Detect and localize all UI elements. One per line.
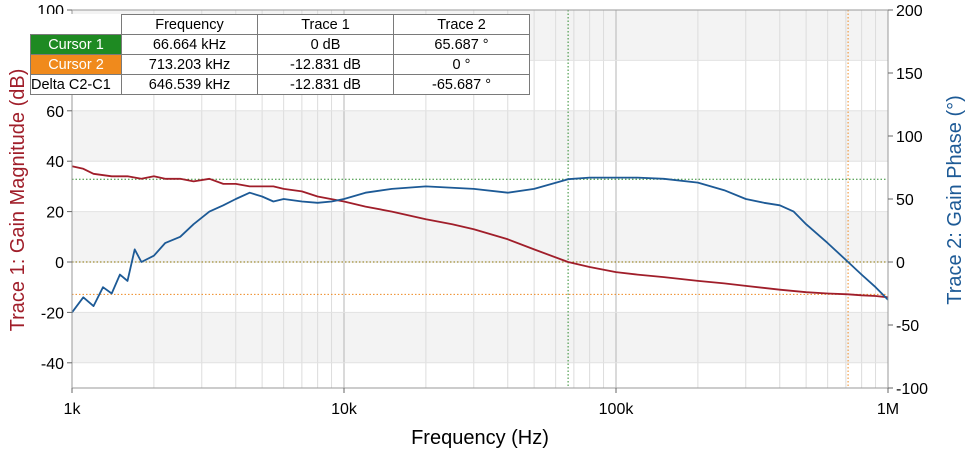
left-tick-label: -20 (41, 305, 64, 322)
left-tick-label: 0 (55, 255, 64, 272)
left-axis-title: Trace 1: Gain Magnitude (dB) (7, 69, 29, 332)
cursor-table-row: Cursor 2 713.203 kHz -12.831 dB 0 ° (30, 54, 530, 75)
cursor-reference-lines (72, 10, 888, 388)
x-tick-label: 100k (599, 401, 635, 418)
x-axis-ticks: 1k 10k 100k 1M (64, 388, 899, 418)
cursor-1-trace1: 0 dB (257, 34, 394, 55)
background-band (72, 211, 888, 262)
minor-grid (153, 10, 877, 388)
cursor-1-label[interactable]: Cursor 1 (30, 34, 122, 55)
col-header-trace1: Trace 1 (257, 14, 394, 35)
cursor-2-trace2: 0 ° (393, 54, 530, 75)
cursor-table-row: Cursor 1 66.664 kHz 0 dB 65.687 ° (30, 34, 530, 55)
col-header-frequency: Frequency (121, 14, 258, 35)
x-tick-label: 1k (64, 401, 82, 418)
trace1-gain-line (71, 165, 889, 299)
right-tick-label: 0 (896, 255, 905, 272)
col-header-trace2: Trace 2 (393, 14, 530, 35)
trace2-phase-line (71, 176, 889, 313)
right-axis-ticks: -100 -50 0 50 100 150 200 (888, 3, 928, 398)
x-tick-label: 10k (331, 401, 358, 418)
cursor-2-trace1: -12.831 dB (257, 54, 394, 75)
left-tick-label: 60 (46, 104, 64, 121)
right-tick-label: -50 (896, 318, 919, 335)
delta-label: Delta C2-C1 (30, 74, 122, 95)
left-tick-label: -40 (41, 356, 64, 373)
cursor-1-trace2: 65.687 ° (393, 34, 530, 55)
series-lines (71, 165, 889, 313)
delta-trace1: -12.831 dB (257, 74, 394, 95)
delta-frequency: 646.539 kHz (121, 74, 258, 95)
right-tick-label: 50 (896, 192, 914, 209)
left-tick-label: 40 (46, 154, 64, 171)
cursor-table-header: Frequency Trace 1 Trace 2 (30, 14, 530, 35)
cursor-table-row: Delta C2-C1 646.539 kHz -12.831 dB -65.6… (30, 74, 530, 95)
right-tick-label: 150 (896, 66, 923, 83)
cursor-table-corner (30, 14, 122, 35)
left-tick-label: 20 (46, 205, 64, 222)
x-tick-label: 1M (877, 401, 899, 418)
cursor-1-frequency: 66.664 kHz (121, 34, 258, 55)
right-tick-label: 100 (896, 129, 923, 146)
background-band (72, 110, 888, 162)
delta-trace2: -65.687 ° (393, 74, 530, 95)
cursor-2-label[interactable]: Cursor 2 (30, 54, 122, 75)
background-band (72, 312, 888, 363)
cursor-2-frequency: 713.203 kHz (121, 54, 258, 75)
right-tick-label: 200 (896, 3, 923, 20)
cursor-readout-table: Frequency Trace 1 Trace 2 Cursor 1 66.66… (30, 14, 530, 95)
x-axis-title: Frequency (Hz) (411, 427, 549, 449)
right-tick-label: -100 (896, 381, 928, 398)
right-axis-title: Trace 2: Gain Phase (°) (944, 95, 966, 305)
